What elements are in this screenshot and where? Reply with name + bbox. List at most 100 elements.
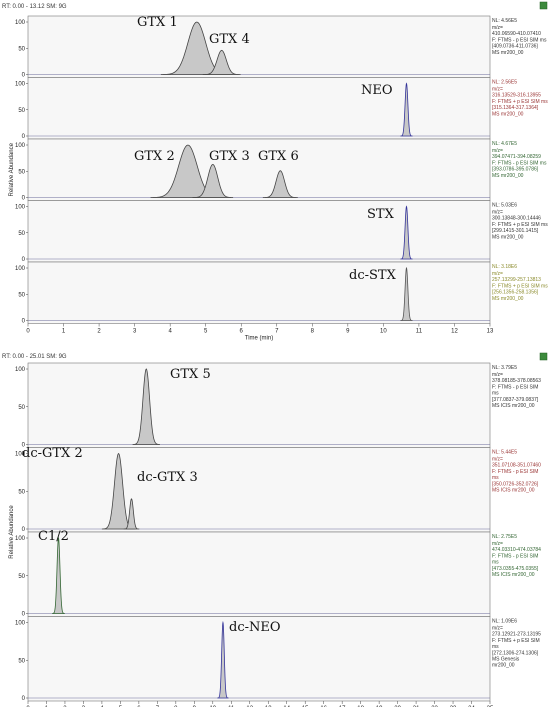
rt-range-header: RT: 0.00 - 25.01 SM: 9G [2, 354, 67, 360]
x-tick-label: 7 [275, 329, 279, 335]
y-tick-label: 0 [22, 319, 26, 325]
x-tick-label: 10 [380, 329, 387, 335]
y-tick-label: 100 [15, 536, 26, 542]
peak-label: STX [367, 207, 395, 222]
panel-frame [27, 200, 491, 263]
scan-info-line: [393.0786-395.0786] [492, 167, 539, 173]
y-tick-label: 50 [18, 46, 25, 52]
nl-value: NL: 2.56E5 [492, 80, 517, 86]
scan-info-line: ms [492, 560, 499, 566]
peak-label: dc-STX [349, 268, 397, 283]
scan-info-line: m/z= [492, 372, 503, 378]
nl-value: NL: 2.75E5 [492, 534, 517, 540]
panel-1-1: 0 50 100 GTX 1 GTX 4 NL: 4.56E5m/z=410.06590-… [15, 15, 547, 79]
scan-info-line: F: FTMS + p ESI SIM [492, 638, 540, 644]
scan-info-line: 474.03310-474.03784 [492, 547, 541, 553]
scan-info-line: 378.08185-378.08563 [492, 378, 541, 384]
scan-info-line: m/z= [492, 87, 503, 93]
panel-1-3: 0 50 100 GTX 2 GTX 3 GTX 6 NL: 4.67E5m/z=394.0… [15, 138, 547, 202]
scan-info-line: [473.0355-475.0355] [492, 566, 539, 572]
panel-2-4: 0 50 100 dc-NEO NL: 1.09E6m/z=273.12921-273.… [15, 616, 541, 702]
y-tick-label: 50 [18, 574, 25, 580]
y-tick-label: 100 [15, 452, 26, 458]
y-tick-label: 100 [15, 205, 26, 211]
panel-frame [27, 362, 491, 448]
scan-info-line: 394.07471-394.08259 [492, 154, 541, 160]
panel-frame [27, 77, 491, 140]
y-tick-label: 100 [15, 143, 26, 149]
y-tick-label: 100 [15, 621, 26, 627]
y-tick-label: 50 [18, 405, 25, 411]
scan-info-line: mr200_00 [492, 663, 515, 669]
x-tick-label: 1 [62, 329, 66, 335]
panel-frame [27, 261, 491, 324]
y-tick-label: 0 [22, 196, 26, 202]
scan-info-line: MS ICIS mr200_00 [492, 403, 535, 409]
panel-2-3: 0 50 100 C1/2 NL: 2.75E5m/z=474.03310-474.03… [15, 529, 541, 618]
y-axis-label: Relative Abundance [9, 505, 15, 559]
scan-info-line: 316.13529-316.13955 [492, 93, 541, 99]
scan-info-line: m/z= [492, 457, 503, 463]
scan-info-line: ms [492, 475, 499, 481]
y-tick-label: 0 [22, 134, 26, 140]
scan-info-line: [350.0726-352.0726] [492, 481, 539, 487]
peak-c1-2 [52, 536, 65, 614]
peak-label: GTX 3 [209, 149, 250, 164]
peak-label: dc-NEO [229, 620, 281, 635]
peak-label: dc-GTX 3 [137, 470, 198, 485]
scan-info-line: [315.1364-317.1364] [492, 105, 539, 111]
peak-dc-neo [217, 620, 229, 699]
y-tick-label: 100 [15, 82, 26, 88]
panel-frame [27, 531, 491, 617]
x-tick-label: 4 [168, 329, 172, 335]
y-tick-label: 0 [22, 527, 26, 533]
y-tick-label: 0 [22, 257, 26, 263]
nl-value: NL: 5.03E6 [492, 203, 517, 209]
y-tick-label: 50 [18, 658, 25, 664]
y-tick-label: 50 [18, 169, 25, 175]
panel-frame [27, 138, 491, 201]
scan-info-line: ms [492, 391, 499, 397]
scan-info-line: 257.13299-257.13813 [492, 277, 541, 283]
scan-info-line: F: FTMS + p ESI SIM ms [492, 283, 548, 289]
panel-frame [27, 15, 491, 78]
peak-label: dc-GTX 2 [22, 446, 83, 461]
corner-marker-icon [539, 352, 548, 361]
scan-info-line: [409.0736-411.0736] [492, 44, 538, 50]
nl-value: NL: 4.67E5 [492, 141, 517, 147]
chart-2: RT: 0.00 - 25.01 SM: 9G 0 50 100 GTX 5 NL: 3.… [2, 352, 548, 707]
scan-info-line: F: FTMS - p ESI SIM [492, 384, 538, 390]
peak-label: GTX 5 [170, 367, 211, 382]
scan-info-line: MS mr200_00 [492, 234, 524, 240]
scan-info-line: m/z= [492, 148, 503, 154]
peak-label: GTX 1 [137, 15, 178, 30]
peak-gtx-4 [202, 49, 241, 75]
scan-info-line: m/z= [492, 271, 503, 277]
y-tick-label: 50 [18, 489, 25, 495]
nl-value: NL: 4.56E5 [492, 18, 517, 24]
scan-info-line: MS mr200_00 [492, 50, 524, 56]
x-tick-label: 0 [26, 329, 30, 335]
peak-stx [400, 205, 413, 260]
y-tick-label: 0 [22, 612, 26, 618]
scan-info-line: F: FTMS + p ESI SIM ms [492, 222, 548, 228]
x-tick-label: 5 [204, 329, 208, 335]
peak-neo [400, 82, 413, 137]
scan-info-line: [377.0837-379.0837] [492, 397, 539, 403]
scan-info-line: F: FTMS - p ESI SIM [492, 553, 538, 559]
peak-label: GTX 4 [209, 32, 250, 47]
y-tick-label: 100 [15, 266, 26, 272]
scan-info-line: MS Genesis [492, 657, 520, 663]
nl-value: NL: 3.79E5 [492, 365, 517, 371]
scan-info-line: [256.1356-258.1356] [492, 290, 539, 296]
scan-info-line: 410.06590-410.07410 [492, 31, 541, 37]
scan-info-line: 300.13848-300.14446 [492, 216, 541, 222]
rt-range-header: RT: 0.00 - 13.12 SM: 9G [2, 4, 67, 10]
scan-info-line: MS ICIS mr200_00 [492, 488, 535, 494]
scan-info-line: F: FTMS + p ESI SIM ms [492, 99, 548, 105]
nl-value: NL: 3.18E6 [492, 264, 517, 270]
scan-info-line: m/z= [492, 210, 503, 216]
y-tick-label: 0 [22, 443, 26, 449]
